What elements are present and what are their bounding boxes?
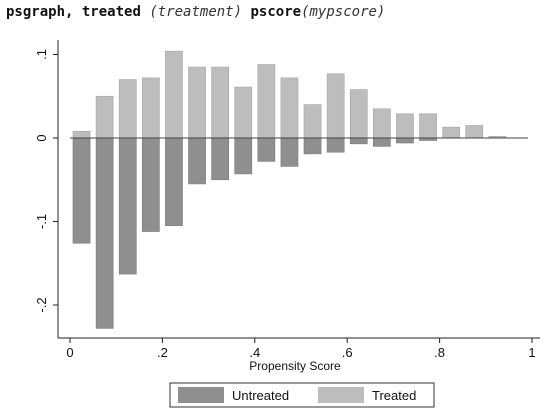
- command-option-pscore: pscore: [250, 4, 302, 20]
- bar-treated-13: [372, 108, 391, 139]
- stata-command-line: psgraph, treated (treatment) pscore(myps…: [6, 4, 385, 20]
- legend: Untreated Treated: [169, 382, 435, 408]
- bar-treated-9: [280, 77, 299, 139]
- bars-layer: [72, 50, 507, 329]
- bar-treated-6: [211, 66, 230, 139]
- bar-untreated-10: [303, 137, 322, 155]
- bar-treated-8: [257, 64, 276, 139]
- command-argument-treatment: (treatment): [149, 4, 243, 20]
- axes-layer: .1 0 -.1 -.2 0 .2 .4 .6 .8 1: [34, 40, 540, 360]
- bar-untreated-13: [372, 137, 391, 147]
- legend-swatch-treated: [318, 387, 364, 403]
- bar-treated-11: [326, 73, 345, 139]
- bar-untreated-14: [396, 137, 414, 144]
- y-tick-label-0: .1: [34, 49, 49, 60]
- bar-untreated-9: [280, 137, 299, 167]
- bar-untreated-0: [72, 137, 91, 244]
- command-name: psgraph,: [6, 4, 74, 20]
- legend-label-treated: Treated: [372, 388, 416, 403]
- bar-untreated-3: [142, 137, 160, 232]
- bar-treated-0: [72, 131, 91, 139]
- bar-untreated-6: [211, 137, 230, 181]
- y-tick-label-3: -.2: [34, 297, 49, 312]
- bar-treated-16: [442, 126, 461, 139]
- bar-untreated-5: [188, 137, 206, 185]
- legend-label-untreated: Untreated: [232, 388, 289, 403]
- x-tick-label-1: .2: [157, 345, 168, 360]
- x-tick-label-0: 0: [66, 345, 73, 360]
- x-axis-label: Propensity Score: [249, 359, 341, 373]
- x-tick-label-3: .6: [342, 345, 353, 360]
- bar-treated-12: [349, 89, 368, 139]
- x-tick-label-2: .4: [249, 345, 260, 360]
- x-tick-label-4: .8: [434, 345, 445, 360]
- bar-treated-7: [234, 86, 253, 139]
- y-tick-label-2: -.1: [34, 214, 49, 229]
- bar-untreated-12: [349, 137, 368, 145]
- bar-treated-15: [419, 113, 437, 139]
- legend-swatch-untreated: [178, 387, 224, 403]
- bar-treated-3: [142, 77, 160, 139]
- bar-untreated-8: [257, 137, 276, 162]
- bar-treated-14: [396, 113, 414, 139]
- bar-untreated-1: [95, 137, 114, 329]
- bar-treated-4: [165, 50, 183, 139]
- bar-treated-17: [465, 125, 484, 139]
- y-tick-label-1: 0: [34, 134, 49, 141]
- x-tick-label-5: 1: [528, 345, 535, 360]
- bar-untreated-2: [118, 137, 137, 275]
- bar-untreated-4: [165, 137, 183, 226]
- bar-treated-1: [95, 95, 114, 139]
- bar-treated-2: [118, 79, 137, 139]
- command-argument-mypscore: (mypscore): [301, 4, 386, 20]
- bar-treated-5: [188, 66, 206, 139]
- command-option-treated: treated: [81, 4, 141, 20]
- bar-treated-10: [303, 104, 322, 139]
- bar-untreated-11: [326, 137, 345, 153]
- bar-untreated-7: [234, 137, 253, 175]
